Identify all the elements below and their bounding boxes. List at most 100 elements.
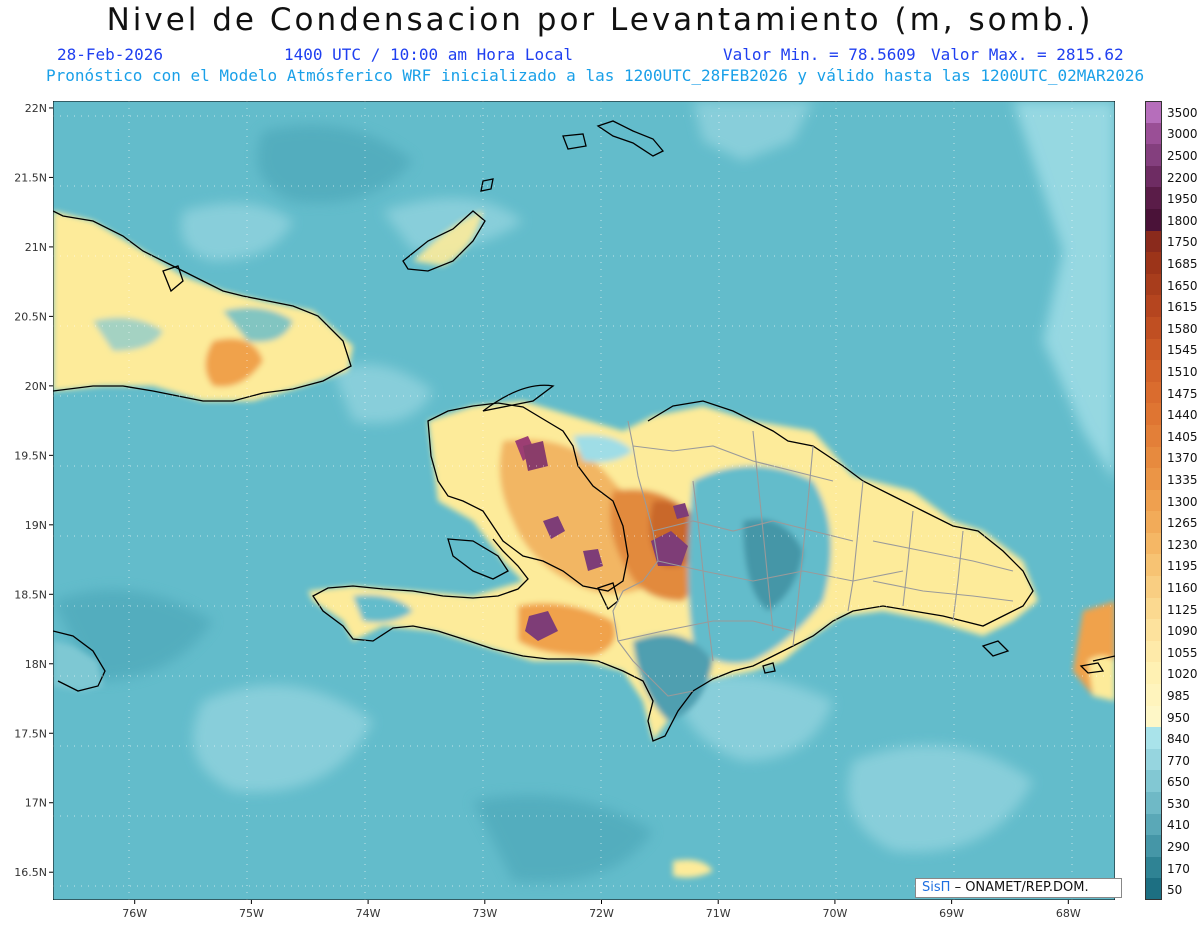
lat-tick-label: 20N [25, 380, 47, 393]
colorbar-label: 1580 [1167, 321, 1198, 336]
colorbar-label: 1750 [1167, 235, 1198, 250]
lat-tick-label: 19N [25, 519, 47, 532]
colorbar-segment [1145, 295, 1162, 318]
colorbar-segment [1145, 792, 1162, 815]
colorbar-label: 3500 [1167, 105, 1198, 120]
grid-lines [53, 101, 1115, 900]
time-label: 1400 UTC / 10:00 am Hora Local [284, 45, 573, 64]
colorbar-segment [1145, 381, 1162, 404]
colorbar-segment [1145, 640, 1162, 663]
lon-tick-label: 71W [706, 907, 731, 920]
colorbar-label: 1950 [1167, 192, 1198, 207]
colorbar-segment [1145, 316, 1162, 340]
coastlines [53, 120, 1115, 742]
colorbar-segment [1145, 878, 1162, 901]
lat-tick-label: 20.5N [14, 310, 47, 323]
colorbar-label: 985 [1167, 688, 1190, 703]
colorbar-segment [1145, 252, 1162, 275]
max-value-label: Valor Max. = 2815.62 [931, 45, 1124, 64]
colorbar-label: 1800 [1167, 213, 1198, 228]
colorbar-segment [1145, 424, 1162, 447]
lon-tick-label: 72W [589, 907, 614, 920]
colorbar-label: 1020 [1167, 667, 1198, 682]
lat-tick-label: 18.5N [14, 588, 47, 601]
colorbar-segment [1145, 101, 1162, 124]
cuba-land-fill [53, 211, 353, 401]
colorbar-label: 1195 [1167, 559, 1198, 574]
colorbar-segment [1145, 619, 1162, 642]
colorbar-segment [1145, 662, 1162, 685]
min-value-label: Valor Min. = 78.5609 [723, 45, 916, 64]
colorbar-label: 1370 [1167, 451, 1198, 466]
colorbar-label: 1440 [1167, 408, 1198, 423]
lat-tick-label: 18N [25, 658, 47, 671]
colorbar-label: 1475 [1167, 386, 1198, 401]
lon-tick-label: 69W [939, 907, 964, 920]
lat-tick-label: 19.5N [14, 449, 47, 462]
forecast-info: Pronóstico con el Modelo Atmósferico WRF… [46, 66, 1145, 85]
colorbar-label: 1265 [1167, 516, 1198, 531]
colorbar-segment [1145, 727, 1162, 750]
lat-tick-label: 17N [25, 797, 47, 810]
lon-tick-label: 76W [122, 907, 147, 920]
light-sea-areas [181, 101, 1115, 853]
colorbar-label: 1230 [1167, 537, 1198, 552]
colorbar-label: 1510 [1167, 365, 1198, 379]
colorbar-label: 770 [1167, 753, 1190, 768]
colorbar-segment [1145, 446, 1162, 469]
colorbar-label: 950 [1167, 710, 1190, 725]
date-label: 28-Feb-2026 [57, 45, 163, 64]
colorbar-label: 3000 [1167, 127, 1198, 142]
colorbar-label: 170 [1167, 861, 1190, 876]
colorbar-label: 840 [1167, 732, 1190, 747]
colorbar-segment [1145, 597, 1162, 620]
colorbar [1145, 101, 1162, 901]
colorbar-segment [1145, 684, 1162, 707]
colorbar-label: 1545 [1167, 343, 1198, 358]
colorbar-frame [1145, 101, 1162, 900]
jamaica-land-fill [53, 641, 103, 691]
colorbar-segment [1145, 208, 1162, 232]
colorbar-segment [1145, 230, 1162, 253]
colorbar-label: 650 [1167, 775, 1190, 790]
colorbar-segment [1145, 360, 1162, 383]
colorbar-label: 290 [1167, 840, 1190, 855]
lat-tick-label: 22N [25, 102, 47, 115]
colorbar-label: 1055 [1167, 645, 1198, 660]
colorbar-label: 410 [1167, 818, 1190, 833]
lon-tick-label: 75W [239, 907, 264, 920]
lat-tick-label: 17.5N [14, 727, 47, 740]
colorbar-label: 50 [1167, 883, 1183, 898]
map-title: Nivel de Condensacion por Levantamiento … [106, 2, 1094, 38]
colorbar-label: 1300 [1167, 494, 1198, 509]
colorbar-label: 1405 [1167, 429, 1198, 444]
colorbar-label: 1685 [1167, 257, 1198, 272]
puerto-rico-land-fill [1073, 601, 1115, 701]
hispaniola-purple-cells [515, 436, 689, 641]
lon-tick-label: 68W [1056, 907, 1081, 920]
lon-tick-label: 73W [472, 907, 497, 920]
colorbar-segment [1145, 338, 1162, 361]
colorbar-segment [1145, 187, 1162, 210]
bahamas-land-fill [413, 211, 713, 878]
colorbar-segment [1145, 748, 1162, 771]
colorbar-segment [1145, 403, 1162, 426]
colorbar-segment [1145, 554, 1162, 577]
colorbar-label: 1090 [1167, 624, 1198, 639]
colorbar-label: 530 [1167, 796, 1190, 811]
colorbar-segment [1145, 532, 1162, 555]
lat-tick-label: 16.5N [14, 866, 47, 879]
colorbar-segment [1145, 511, 1162, 534]
colorbar-segment [1145, 835, 1162, 858]
colorbar-label: 1615 [1167, 300, 1198, 315]
lat-tick-label: 21.5N [14, 171, 47, 184]
lon-tick-label: 74W [356, 907, 381, 920]
colorbar-segment [1145, 770, 1162, 793]
credit-box: SisΠ – ONAMET/REP.DOM. [915, 878, 1122, 898]
colorbar-label: 1650 [1167, 278, 1198, 293]
colorbar-segment [1145, 576, 1162, 599]
credit-logo: SisΠ [922, 880, 951, 895]
colorbar-segment [1145, 489, 1162, 512]
colorbar-label: 1335 [1167, 472, 1198, 487]
colorbar-label: 2200 [1167, 170, 1198, 185]
